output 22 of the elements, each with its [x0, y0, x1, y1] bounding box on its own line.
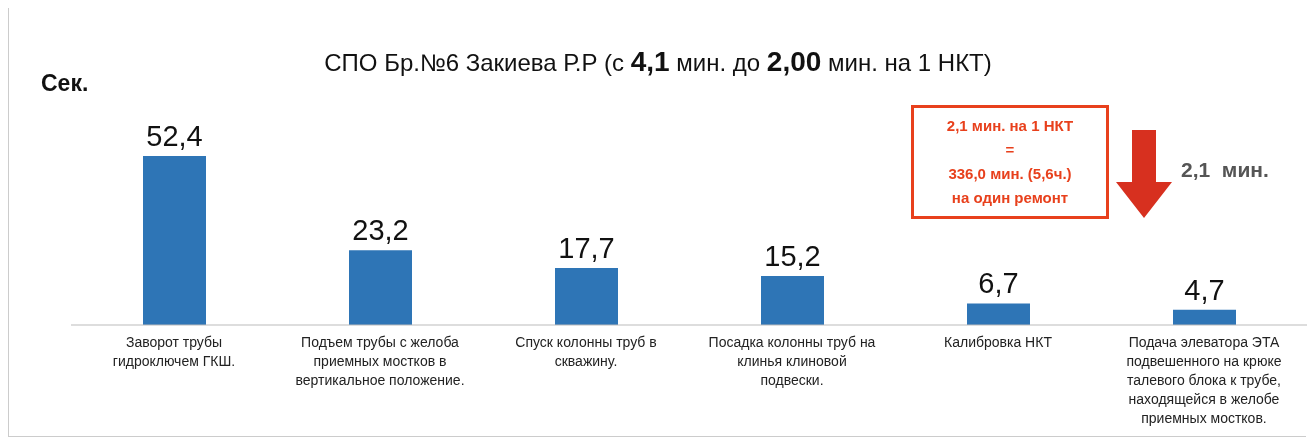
- bar: [555, 267, 618, 325]
- bar: [967, 303, 1030, 325]
- chart-title: СПО Бр.№6 Закиева Р.Р (с 4,1 мин. до 2,00 мин. на 1 НКТ): [324, 46, 992, 77]
- bar: [143, 156, 206, 325]
- x-tick-label: Подача элеватора ЭТА подвешенного на крюке талевого блока к трубе, находящейся в желобе приемных мостков.: [1126, 334, 1282, 426]
- bar: [349, 250, 412, 325]
- x-tick-label: Заворот трубы гидроключем ГКШ.: [112, 334, 236, 369]
- bar: [1173, 309, 1236, 325]
- annotation: 2,1 мин.: [1181, 158, 1269, 182]
- callout-frame: 2,1 мин. на 1 НКТ = 336,0 мин. (5,6ч.) на один ремонт: [911, 105, 1109, 219]
- data-label: 17,7: [558, 231, 615, 264]
- data-label: 4,7: [1184, 273, 1225, 306]
- x-tick-label: Подъем трубы с желоба приемных мостков в вертикальное положение.: [295, 334, 465, 388]
- x-tick-label: Спуск колонны труб в скважину.: [515, 334, 657, 369]
- x-tick-label: Калибровка НКТ: [944, 334, 1053, 350]
- data-label: 15,2: [764, 239, 821, 272]
- data-label: 6,7: [978, 267, 1019, 300]
- data-label: 52,4: [146, 120, 203, 152]
- x-tick-label: Посадка колонны труб на клинья клиновой подвески.: [708, 334, 876, 388]
- y-axis-title: Сек.: [41, 70, 89, 97]
- data-label: 23,2: [352, 214, 409, 247]
- bar: [761, 275, 824, 325]
